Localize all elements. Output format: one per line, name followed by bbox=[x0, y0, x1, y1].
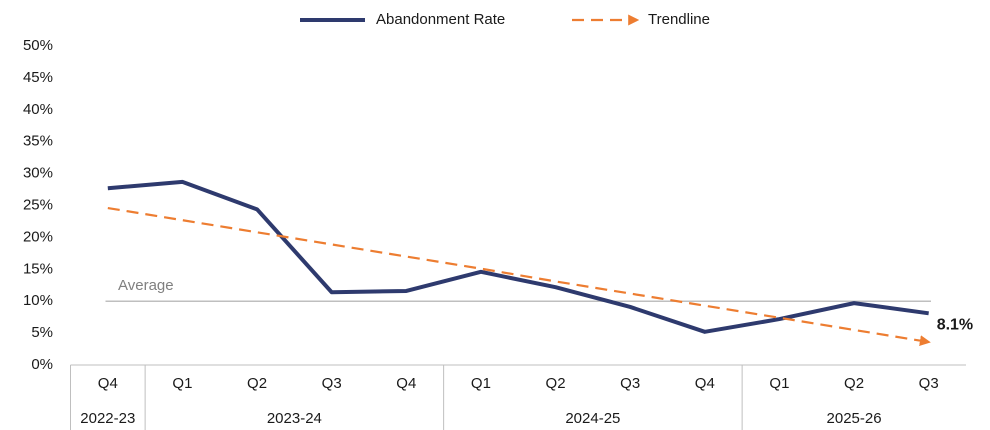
y-tick-label: 50% bbox=[23, 37, 53, 54]
y-tick-label: 30% bbox=[23, 165, 53, 182]
x-tick-label: Q4 bbox=[695, 375, 715, 392]
x-tick-label: Q2 bbox=[247, 375, 267, 392]
y-tick-label: 35% bbox=[23, 133, 53, 150]
x-tick-label: Q3 bbox=[620, 375, 640, 392]
legend-label: Trendline bbox=[648, 11, 710, 28]
group-label: 2024-25 bbox=[565, 410, 620, 427]
y-tick-label: 45% bbox=[23, 69, 53, 86]
trendline bbox=[107, 206, 931, 347]
average-label: Average bbox=[118, 277, 174, 294]
x-tick-label: Q1 bbox=[172, 375, 192, 392]
legend-label: Abandonment Rate bbox=[376, 11, 505, 28]
y-tick-label: 15% bbox=[23, 260, 53, 277]
series-line bbox=[107, 179, 929, 334]
y-tick-label: 40% bbox=[23, 101, 53, 118]
x-tick-label: Q2 bbox=[844, 375, 864, 392]
y-tick-label: 25% bbox=[23, 196, 53, 213]
y-tick-label: 20% bbox=[23, 228, 53, 245]
data-label: 8.1% bbox=[937, 317, 973, 334]
x-tick-label: Q1 bbox=[471, 375, 491, 392]
x-tick-label: Q4 bbox=[396, 375, 416, 392]
x-tick-label: Q3 bbox=[322, 375, 342, 392]
x-tick-label: Q1 bbox=[769, 375, 789, 392]
y-tick-label: 5% bbox=[31, 324, 53, 341]
x-tick-label: Q3 bbox=[919, 375, 939, 392]
x-tick-label: Q4 bbox=[98, 375, 118, 392]
x-tick-label: Q2 bbox=[546, 375, 566, 392]
y-tick-label: 10% bbox=[23, 292, 53, 309]
y-tick-label: 0% bbox=[31, 356, 53, 373]
group-label: 2022-23 bbox=[80, 410, 135, 427]
group-label: 2023-24 bbox=[267, 410, 322, 427]
group-label: 2025-26 bbox=[827, 410, 882, 427]
